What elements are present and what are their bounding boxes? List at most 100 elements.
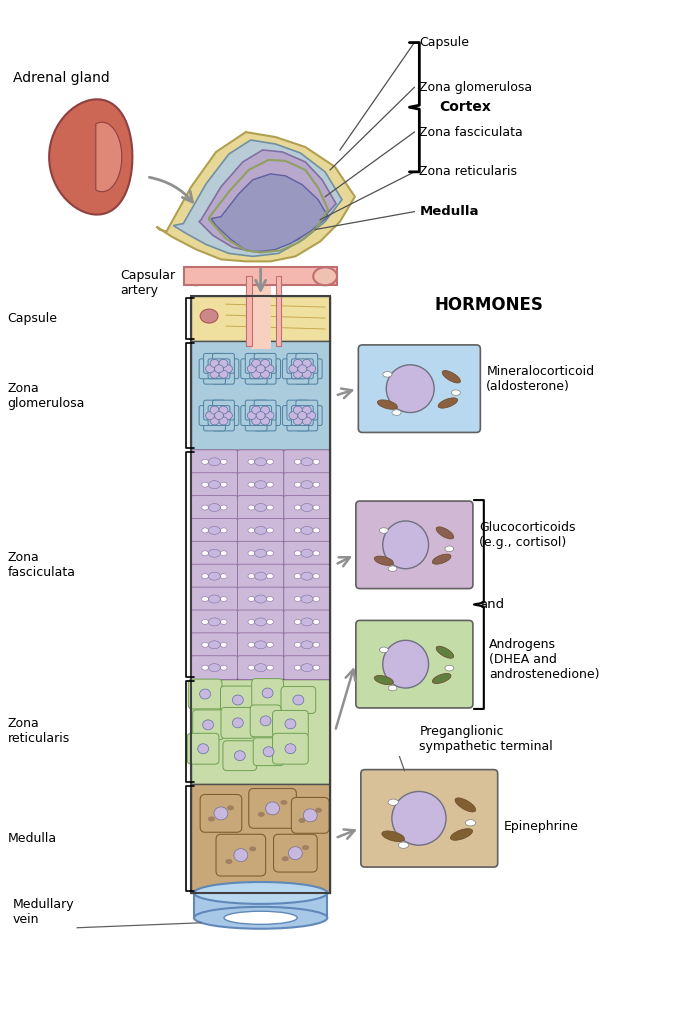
Text: Zona
fasciculata: Zona fasciculata (7, 550, 75, 579)
FancyBboxPatch shape (245, 365, 267, 384)
Ellipse shape (301, 503, 313, 511)
Ellipse shape (210, 359, 219, 368)
FancyBboxPatch shape (356, 620, 473, 708)
Ellipse shape (202, 619, 209, 624)
Ellipse shape (289, 365, 298, 373)
Ellipse shape (220, 505, 227, 510)
Ellipse shape (202, 665, 209, 671)
Ellipse shape (293, 417, 303, 425)
Ellipse shape (255, 572, 267, 580)
FancyBboxPatch shape (213, 401, 235, 420)
FancyBboxPatch shape (203, 365, 226, 384)
Ellipse shape (436, 527, 454, 539)
Ellipse shape (313, 597, 320, 602)
Ellipse shape (301, 458, 313, 466)
Ellipse shape (260, 716, 271, 726)
Ellipse shape (202, 528, 209, 533)
Ellipse shape (202, 574, 209, 578)
Ellipse shape (301, 549, 313, 558)
FancyBboxPatch shape (191, 450, 237, 473)
Ellipse shape (379, 647, 388, 652)
Ellipse shape (209, 458, 220, 466)
FancyBboxPatch shape (301, 358, 322, 379)
Ellipse shape (198, 744, 209, 754)
FancyBboxPatch shape (217, 358, 239, 379)
FancyBboxPatch shape (237, 655, 284, 680)
Ellipse shape (267, 505, 273, 510)
Bar (191, 296, 330, 892)
FancyBboxPatch shape (284, 564, 330, 588)
FancyBboxPatch shape (301, 406, 322, 425)
Bar (194, 892, 327, 918)
Ellipse shape (303, 406, 311, 414)
FancyBboxPatch shape (284, 496, 330, 520)
Ellipse shape (383, 521, 428, 569)
Ellipse shape (203, 720, 214, 730)
Ellipse shape (288, 846, 303, 860)
Ellipse shape (388, 566, 397, 571)
FancyBboxPatch shape (254, 401, 276, 420)
FancyBboxPatch shape (282, 406, 304, 425)
Ellipse shape (252, 371, 260, 378)
FancyBboxPatch shape (192, 710, 224, 739)
FancyBboxPatch shape (249, 789, 296, 829)
FancyBboxPatch shape (191, 519, 237, 542)
Ellipse shape (210, 371, 219, 378)
FancyBboxPatch shape (208, 358, 230, 379)
FancyBboxPatch shape (287, 401, 309, 420)
Text: Mineralocorticoid
(aldosterone): Mineralocorticoid (aldosterone) (486, 365, 594, 392)
Ellipse shape (233, 695, 243, 705)
Ellipse shape (374, 557, 393, 565)
FancyBboxPatch shape (237, 472, 284, 497)
FancyBboxPatch shape (191, 633, 237, 656)
Ellipse shape (255, 595, 267, 603)
Ellipse shape (220, 528, 227, 533)
Ellipse shape (313, 665, 320, 671)
FancyBboxPatch shape (296, 411, 318, 431)
Ellipse shape (313, 482, 320, 487)
FancyBboxPatch shape (191, 541, 237, 565)
Ellipse shape (248, 505, 255, 510)
Ellipse shape (252, 359, 260, 368)
Ellipse shape (248, 482, 255, 487)
FancyBboxPatch shape (284, 587, 330, 611)
Bar (251, 276, 271, 349)
Ellipse shape (267, 528, 273, 533)
Ellipse shape (220, 550, 227, 556)
Text: Zona fasciculata: Zona fasciculata (420, 125, 523, 139)
FancyBboxPatch shape (287, 365, 309, 384)
Bar (191, 784, 330, 892)
Ellipse shape (194, 907, 327, 928)
Ellipse shape (224, 911, 297, 924)
FancyBboxPatch shape (284, 472, 330, 497)
Bar (191, 679, 330, 784)
Ellipse shape (298, 412, 307, 419)
Ellipse shape (450, 829, 473, 840)
Ellipse shape (220, 459, 227, 464)
FancyBboxPatch shape (237, 564, 284, 588)
FancyBboxPatch shape (213, 365, 235, 384)
Ellipse shape (303, 371, 311, 378)
Ellipse shape (214, 412, 224, 419)
Ellipse shape (209, 503, 220, 511)
Ellipse shape (220, 665, 227, 671)
Text: Adrenal gland: Adrenal gland (13, 71, 109, 85)
FancyBboxPatch shape (216, 834, 266, 876)
Ellipse shape (255, 458, 267, 466)
Ellipse shape (233, 718, 243, 728)
FancyBboxPatch shape (245, 411, 267, 431)
Ellipse shape (293, 359, 303, 368)
FancyBboxPatch shape (296, 353, 318, 373)
Ellipse shape (280, 800, 288, 805)
Text: Medullary
vein: Medullary vein (13, 898, 74, 926)
FancyBboxPatch shape (284, 655, 330, 680)
Ellipse shape (266, 802, 279, 814)
Ellipse shape (219, 371, 228, 378)
Bar (275, 276, 282, 346)
Ellipse shape (248, 412, 256, 419)
Ellipse shape (307, 412, 316, 419)
FancyBboxPatch shape (284, 519, 330, 542)
Text: Zona
glomerulosa: Zona glomerulosa (7, 382, 85, 410)
Text: Cortex: Cortex (439, 101, 491, 114)
FancyBboxPatch shape (254, 411, 276, 431)
